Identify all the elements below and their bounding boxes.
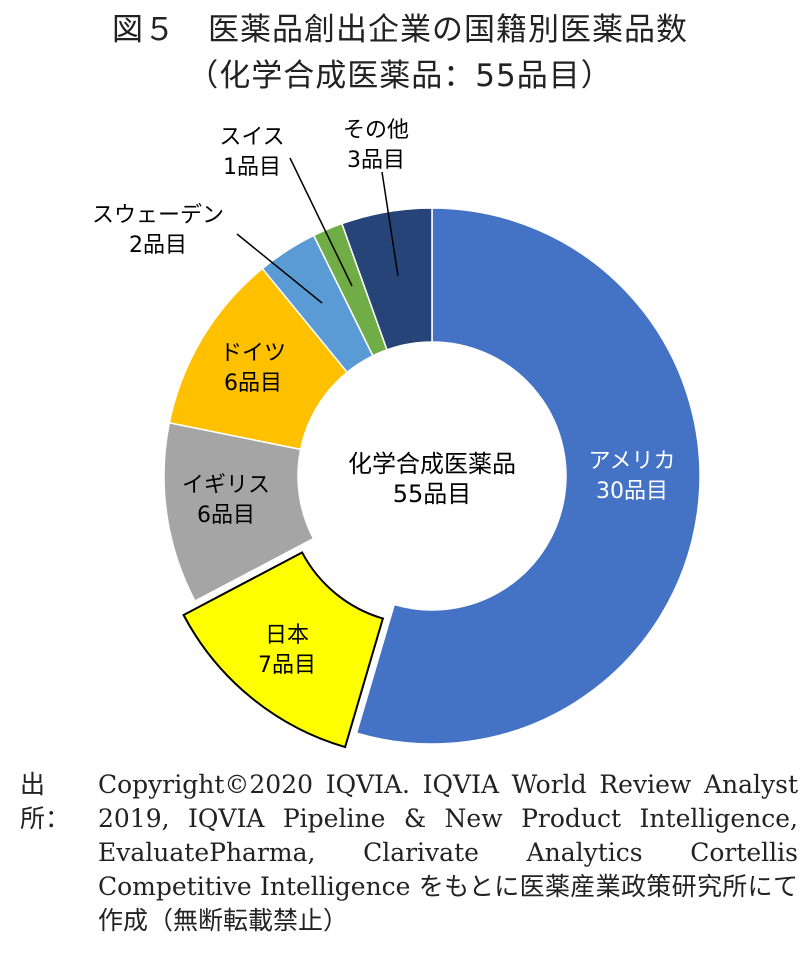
source-label: 出所： xyxy=(20,770,71,833)
chart-subtitle: （化学合成医薬品：55品目） xyxy=(187,58,613,94)
slice-label-4: スウェーデン 2品目 xyxy=(92,203,224,258)
slice-label-5: スイス 1品目 xyxy=(219,125,284,180)
slice-label-3: ドイツ 6品目 xyxy=(220,341,286,396)
slice-label-6: その他 3品目 xyxy=(343,118,409,173)
source-text: Copyright©2020 IQVIA. IQVIA World Review… xyxy=(98,770,798,935)
slice-label-2: イギリス 6品目 xyxy=(182,473,270,528)
slice-6 xyxy=(340,207,433,351)
leader-line-6 xyxy=(381,171,399,277)
slice-0 xyxy=(355,207,701,745)
leader-line-4 xyxy=(236,233,323,304)
chart-title: 図５ 医薬品創出企業の国籍別医薬品数 xyxy=(112,12,688,48)
slice-1 xyxy=(182,551,385,749)
slice-label-1: 日本 7品目 xyxy=(258,623,316,678)
slice-label-0: アメリカ 30品目 xyxy=(589,449,676,504)
leader-line-5 xyxy=(289,157,353,287)
center-label: 化学合成医薬品 55品目 xyxy=(348,450,516,508)
